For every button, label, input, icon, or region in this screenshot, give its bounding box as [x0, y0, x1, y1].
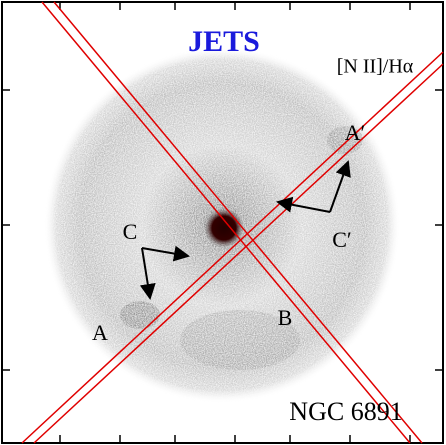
- object-name: NGC 6891: [289, 397, 402, 426]
- label: C: [123, 219, 138, 244]
- title: JETS: [188, 25, 260, 58]
- line-ratio: [N II]/Hα: [337, 56, 414, 78]
- label: A′: [345, 120, 366, 145]
- label: B: [278, 305, 293, 330]
- label: C′: [332, 227, 352, 252]
- label: A: [92, 320, 108, 345]
- figure: JETS [N II]/Hα A′ C′ C A B NGC 6891: [0, 0, 446, 445]
